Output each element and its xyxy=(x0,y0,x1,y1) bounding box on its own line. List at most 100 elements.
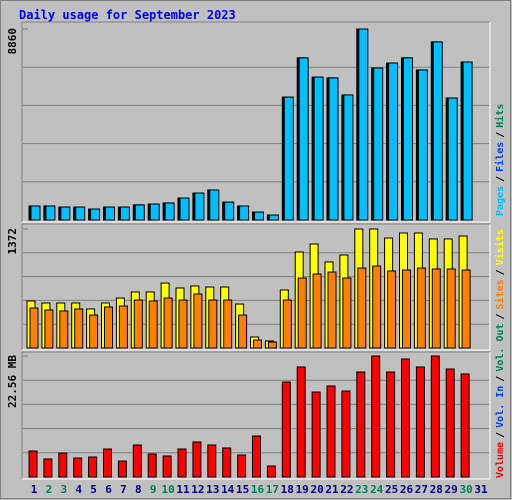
bar xyxy=(416,267,426,349)
bar xyxy=(133,299,143,349)
x-tick-label: 24 xyxy=(370,483,384,496)
bar xyxy=(268,214,279,221)
bar xyxy=(28,450,38,478)
x-tick-label: 10 xyxy=(161,483,174,496)
x-tick-label: 9 xyxy=(150,483,157,496)
x-tick-label: 25 xyxy=(385,483,398,496)
x-tick-label: 8 xyxy=(135,483,142,496)
bar xyxy=(281,381,291,478)
bar xyxy=(312,273,322,349)
bar xyxy=(194,192,205,221)
bar xyxy=(328,77,339,221)
bar xyxy=(208,299,218,349)
bar xyxy=(192,441,202,478)
legend-label: Visits xyxy=(494,229,506,265)
legend-label: Vol. Out xyxy=(495,323,506,371)
bar xyxy=(179,197,190,221)
bar xyxy=(148,300,158,349)
bar xyxy=(239,205,250,221)
bar xyxy=(88,456,98,478)
bar xyxy=(149,203,160,221)
x-tick-label: 18 xyxy=(281,483,294,496)
bar xyxy=(45,205,56,221)
bar xyxy=(401,358,410,478)
bar xyxy=(388,62,399,221)
bar xyxy=(59,310,69,349)
bar xyxy=(341,390,351,478)
bar xyxy=(462,61,473,221)
bar xyxy=(446,268,456,349)
bar xyxy=(132,444,142,478)
bar xyxy=(252,435,261,478)
x-tick-label: 26 xyxy=(400,483,414,496)
bar xyxy=(282,299,292,349)
bar xyxy=(90,208,101,221)
bar xyxy=(387,270,397,349)
legend-separator: / xyxy=(495,376,506,382)
bar xyxy=(417,69,428,221)
bar xyxy=(357,267,367,349)
legend-label: Volume xyxy=(495,442,506,478)
bar xyxy=(73,457,83,478)
x-tick-label: 27 xyxy=(415,483,428,496)
bar xyxy=(327,271,337,349)
bar xyxy=(224,201,235,221)
x-tick-label: 28 xyxy=(430,483,443,496)
bar xyxy=(298,57,309,221)
bar xyxy=(164,202,175,221)
bar xyxy=(163,297,173,349)
bar xyxy=(30,205,41,221)
bar xyxy=(103,448,112,478)
x-tick-label: 31 xyxy=(474,483,488,496)
bar xyxy=(402,269,411,349)
bar xyxy=(386,371,396,478)
panel xyxy=(22,224,490,350)
bar xyxy=(373,67,384,221)
bar xyxy=(267,341,277,349)
bar xyxy=(222,447,232,478)
bar xyxy=(44,309,54,349)
bar xyxy=(104,306,113,349)
legend-separator: / xyxy=(495,132,506,138)
legend-label: Vol. In xyxy=(495,386,506,428)
x-tick-label: 6 xyxy=(105,483,112,496)
bar xyxy=(105,206,115,221)
x-tick-label: 7 xyxy=(120,483,127,496)
bar xyxy=(238,314,248,349)
x-tick-label: 22 xyxy=(340,483,353,496)
bar xyxy=(431,268,441,349)
bar xyxy=(356,371,366,478)
bar xyxy=(371,355,381,478)
bar xyxy=(311,391,321,478)
bar xyxy=(74,308,84,349)
bar xyxy=(432,41,443,221)
bar xyxy=(445,368,455,478)
bar xyxy=(223,299,233,349)
bar xyxy=(193,293,203,349)
x-tick-label: 3 xyxy=(60,483,67,496)
bar xyxy=(266,465,276,478)
x-tick-label: 13 xyxy=(206,483,219,496)
bar xyxy=(460,373,470,478)
bar xyxy=(415,366,425,478)
bar xyxy=(60,206,71,221)
bar xyxy=(43,458,53,478)
bar xyxy=(58,452,68,478)
bar xyxy=(447,97,458,221)
x-tick-label: 11 xyxy=(176,483,190,496)
x-tick-label: 4 xyxy=(75,483,82,496)
bar xyxy=(147,453,157,478)
bar xyxy=(89,314,99,349)
bar xyxy=(342,277,352,349)
bar xyxy=(207,444,217,478)
bar xyxy=(178,299,188,349)
bar xyxy=(29,307,39,349)
x-tick-label: 1 xyxy=(31,483,38,496)
bar xyxy=(134,204,145,221)
x-tick-label: 20 xyxy=(310,483,323,496)
x-tick-label: 29 xyxy=(445,483,458,496)
bar xyxy=(283,96,294,221)
y-tick-label: 1372 xyxy=(6,228,19,255)
